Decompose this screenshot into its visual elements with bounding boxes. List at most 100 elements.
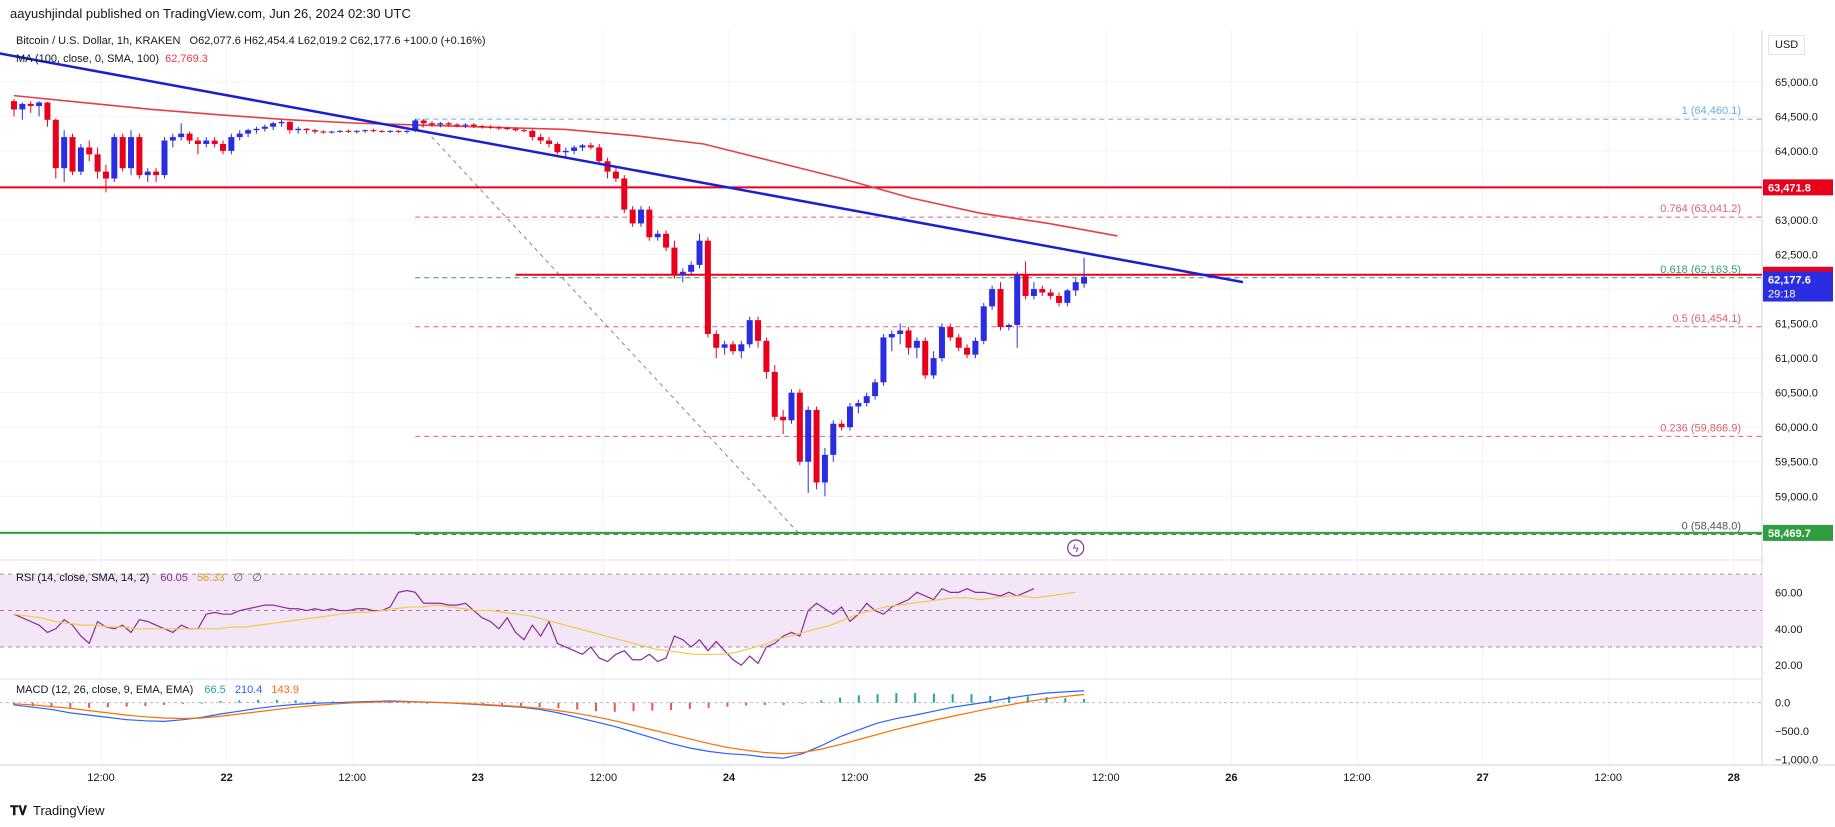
candle-body [11, 101, 17, 110]
candle-body [1047, 292, 1054, 296]
candle-body [1072, 282, 1079, 291]
rsi-legend[interactable]: RSI (14, close, SMA, 14, 2) 60.05 56.33 … [16, 571, 262, 584]
macd-histogram-bar [632, 702, 635, 712]
macd-histogram-bar [707, 702, 710, 708]
macd-histogram-bar [801, 702, 804, 704]
macd-histogram-bar [1045, 697, 1048, 703]
candle-body [629, 209, 636, 224]
tradingview-footer[interactable]: 𝐓𝐕 TradingView [10, 803, 105, 819]
x-tick-label: 28 [1728, 772, 1740, 784]
candle-body [278, 121, 285, 124]
y-tick-label: 59,000.0 [1775, 491, 1818, 503]
macd-histogram-bar [200, 702, 203, 704]
macd-histogram-bar [914, 693, 917, 703]
rsi-empty-1: ∅ [233, 572, 244, 584]
macd-histogram-bar [651, 702, 654, 711]
candle-body [144, 171, 151, 176]
candle-body [1081, 276, 1088, 284]
macd-histogram-bar [895, 693, 898, 703]
candle-body [27, 103, 34, 106]
candle-body [44, 102, 51, 120]
x-tick-label: 12:00 [87, 772, 115, 784]
candle-body [955, 337, 962, 348]
candle-body [261, 126, 268, 129]
x-tick-label: 12:00 [1092, 772, 1120, 784]
candle-body [587, 145, 594, 148]
candle-body [554, 143, 561, 153]
candle-body [930, 358, 937, 376]
publisher-line: aayushjindal published on TradingView.co… [10, 6, 411, 21]
candle-body [821, 454, 828, 483]
candle-body [36, 102, 43, 106]
candle-body [311, 130, 318, 132]
support-price-tag-box [1763, 524, 1833, 541]
y-tick-label: 62,500.0 [1775, 250, 1818, 262]
macd-label: MACD (12, 26, close, 9, EMA, EMA) [16, 684, 194, 696]
macd-legend[interactable]: MACD (12, 26, close, 9, EMA, EMA) 66.5 2… [16, 684, 299, 696]
candle-body [922, 340, 929, 376]
candle-body [905, 330, 912, 348]
resistance-price-tag-box [1763, 179, 1833, 196]
y-tick-label: 64,500.0 [1775, 111, 1818, 123]
candle-body [462, 124, 469, 126]
macd-histogram-bar [106, 702, 109, 708]
macd-histogram-bar [839, 697, 842, 703]
candle-body [863, 396, 870, 404]
tradingview-logo-icon: 𝐓𝐕 [10, 803, 27, 818]
candle-body [688, 264, 695, 272]
macd-histogram-bar [257, 699, 260, 703]
currency-button[interactable]: USD [1768, 35, 1806, 55]
macd-histogram-bar [181, 702, 184, 704]
fib-level-label: 0.764 (63,041.2) [1660, 203, 1741, 215]
macd-histogram-bar [932, 693, 935, 703]
candle-body [805, 409, 812, 462]
macd-histogram-bar [275, 699, 278, 703]
candle-body [270, 123, 277, 127]
ma-label: MA (100, close, 0, SMA, 100) [16, 53, 160, 65]
macd-histogram-bar [294, 700, 297, 703]
macd-histogram-bar [745, 702, 748, 706]
x-tick-label: 24 [723, 772, 736, 784]
candle-body [429, 123, 435, 125]
macd-histogram-bar [238, 700, 241, 703]
candle-body [245, 130, 252, 134]
y-tick-label: 60,000.0 [1775, 422, 1818, 434]
ma-legend[interactable]: MA (100, close, 0, SMA, 100) 62,769.3 [16, 53, 208, 65]
macd-histogram-bar [613, 702, 616, 712]
candle-body [286, 121, 293, 131]
macd-histogram-bar [501, 702, 504, 705]
lightning-glyph: ϟ [1073, 543, 1079, 555]
candle-body [437, 123, 444, 125]
candle-body [1005, 324, 1012, 328]
candle-body [337, 130, 344, 132]
candle-body [938, 327, 945, 359]
y-tick-label: 61,000.0 [1775, 353, 1818, 365]
x-tick-label: 22 [220, 772, 232, 784]
candle-body [612, 171, 619, 179]
candle-body [755, 320, 762, 341]
brand-name: TradingView [33, 803, 105, 818]
candle-body [780, 416, 787, 421]
candle-body [696, 240, 703, 265]
candle-body [1030, 289, 1037, 296]
candle-body [479, 126, 486, 128]
candle-body [178, 133, 185, 138]
candle-body [128, 137, 135, 169]
fib-diagonal [414, 118, 801, 535]
candle-body [520, 130, 527, 132]
candle-body [579, 145, 586, 148]
macd-y-tick: −1,000.0 [1775, 754, 1818, 766]
candle-body [295, 128, 302, 131]
candle-body [61, 137, 68, 169]
candle-body [729, 344, 736, 352]
candle-body [136, 137, 143, 176]
candle-body [19, 103, 26, 110]
candle-body [69, 137, 76, 172]
candle-body [420, 120, 427, 124]
candle-body [186, 133, 193, 141]
x-tick-label: 12:00 [1594, 772, 1622, 784]
rsi-label: RSI (14, close, SMA, 14, 2) [16, 572, 150, 584]
macd-histogram-bar [1007, 696, 1010, 703]
x-tick-label: 27 [1476, 772, 1488, 784]
